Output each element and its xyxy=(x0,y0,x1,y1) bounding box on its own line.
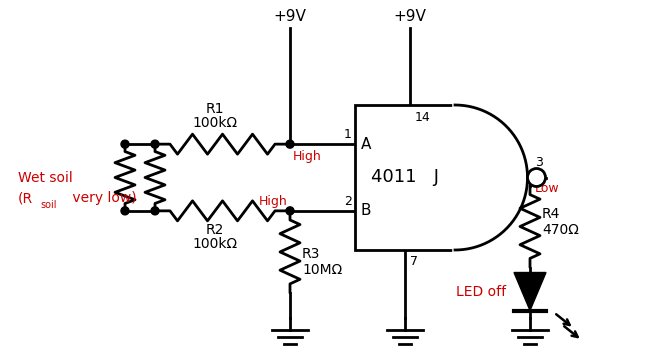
Text: +9V: +9V xyxy=(393,9,426,24)
Text: High: High xyxy=(293,150,322,163)
Text: 4011   J: 4011 J xyxy=(371,169,439,186)
Circle shape xyxy=(121,207,129,215)
Text: A: A xyxy=(361,136,371,152)
Circle shape xyxy=(151,207,159,215)
Text: Wet soil: Wet soil xyxy=(18,171,73,185)
Text: 10MΩ: 10MΩ xyxy=(302,264,343,277)
Text: 14: 14 xyxy=(415,111,431,124)
Text: 100kΩ: 100kΩ xyxy=(192,116,237,130)
Text: 100kΩ: 100kΩ xyxy=(192,237,237,251)
Text: R2: R2 xyxy=(206,223,224,237)
Text: very low): very low) xyxy=(68,191,136,205)
Bar xyxy=(355,105,455,250)
Circle shape xyxy=(286,207,294,215)
Polygon shape xyxy=(514,273,546,310)
Text: B: B xyxy=(361,203,372,218)
Text: LED off: LED off xyxy=(456,285,506,298)
Circle shape xyxy=(151,140,159,148)
Text: +9V: +9V xyxy=(274,9,306,24)
Text: High: High xyxy=(258,195,287,208)
Circle shape xyxy=(121,140,129,148)
Text: 2: 2 xyxy=(344,195,352,208)
Text: 7: 7 xyxy=(410,255,418,268)
Circle shape xyxy=(286,140,294,148)
Text: R4: R4 xyxy=(542,207,560,222)
Text: Low: Low xyxy=(535,182,560,195)
Text: 3: 3 xyxy=(535,157,543,170)
Circle shape xyxy=(528,169,545,186)
Text: 1: 1 xyxy=(344,128,352,141)
Text: R3: R3 xyxy=(302,248,320,261)
Text: soil: soil xyxy=(40,200,57,210)
Text: (R: (R xyxy=(18,191,33,205)
Text: R1: R1 xyxy=(206,102,224,116)
Text: 470Ω: 470Ω xyxy=(542,223,579,237)
